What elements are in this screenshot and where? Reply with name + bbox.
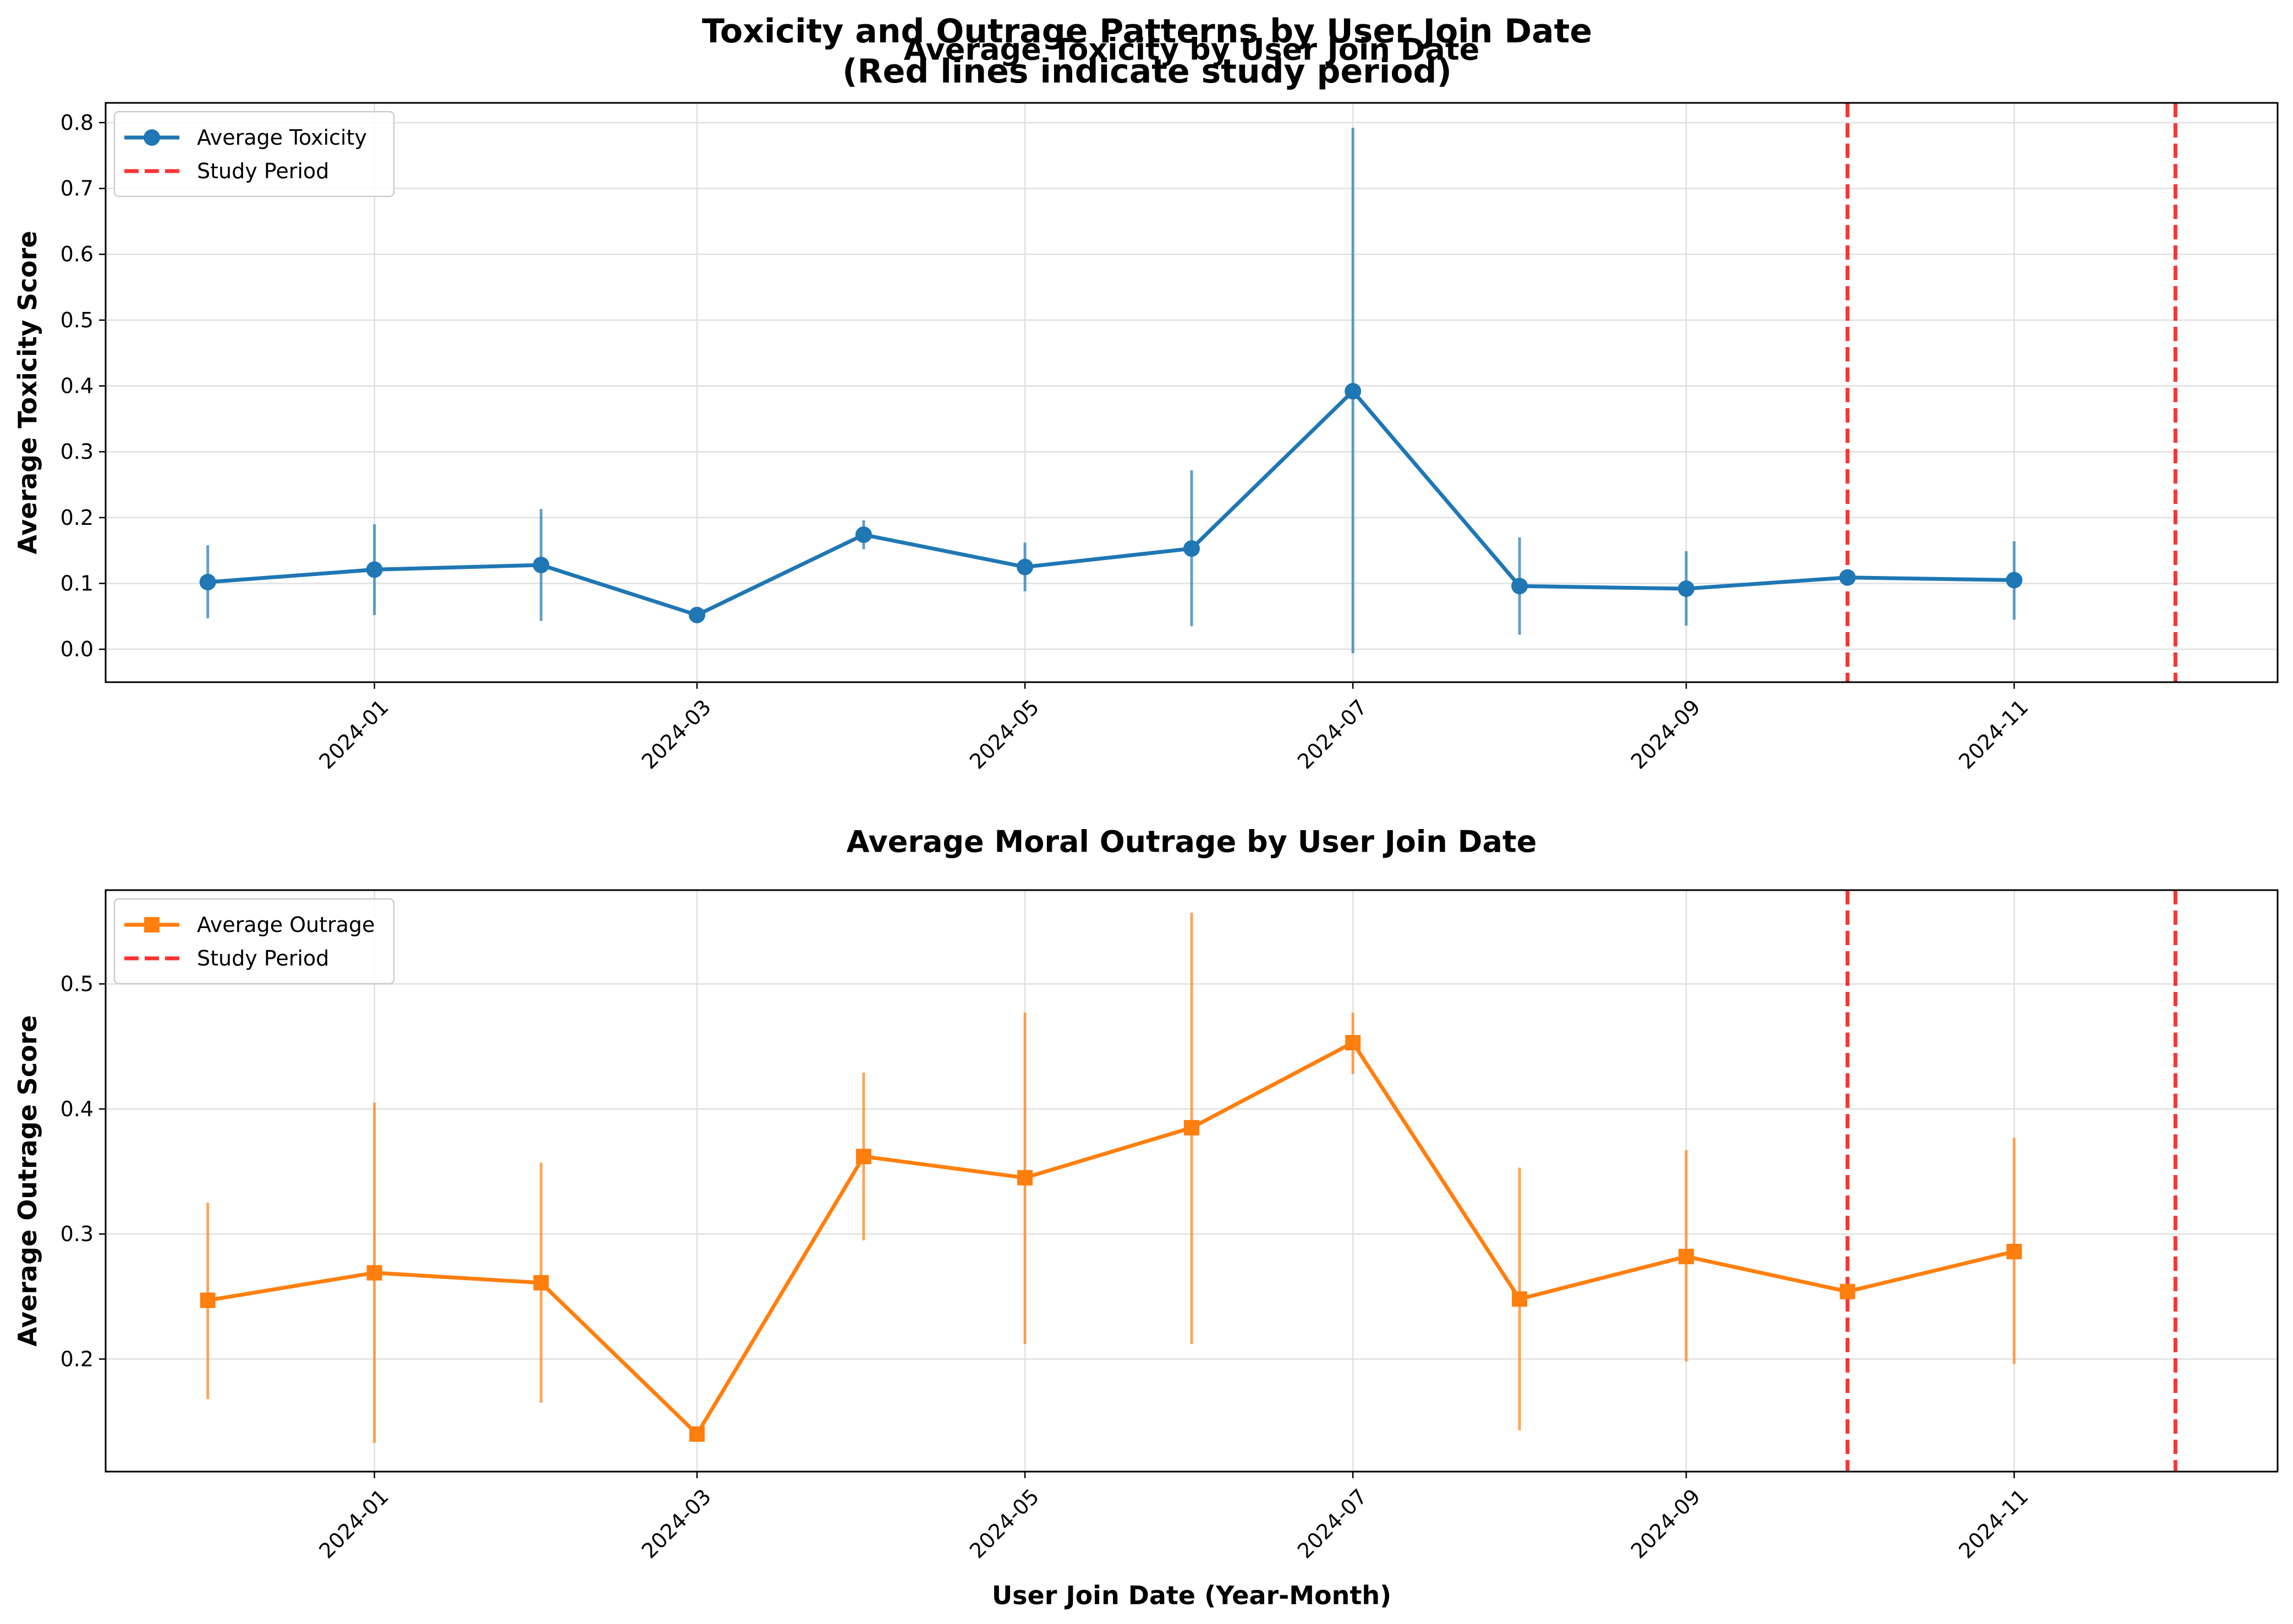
toxicity-legend: Average Toxicity Study Period xyxy=(113,111,395,197)
y-tick-label: 0.0 xyxy=(61,637,94,661)
data-point xyxy=(533,557,550,574)
y-tick-label: 0.1 xyxy=(61,572,94,596)
toxicity-legend-label: Average Toxicity xyxy=(197,125,367,150)
toxicity-markers xyxy=(199,383,2023,623)
toxicity-y-axis-label: Average Toxicity Score xyxy=(13,231,42,554)
data-point xyxy=(1345,383,1362,400)
data-point xyxy=(1184,1120,1199,1135)
y-tick-label: 0.2 xyxy=(61,506,94,530)
data-point xyxy=(200,1292,216,1308)
outrage-chart-title: Average Moral Outrage by User Join Date xyxy=(847,825,1537,859)
outrage-series-line xyxy=(207,1040,2015,1436)
toxicity-legend-box xyxy=(113,111,395,197)
outrage-legend-box xyxy=(113,898,395,985)
outrage-legend-marker-swatch xyxy=(144,917,160,932)
data-point xyxy=(688,606,705,623)
series-line xyxy=(207,1040,2015,1436)
data-point xyxy=(1678,580,1695,597)
figure-suptitle: Toxicity and Outrage Patterns by User Jo… xyxy=(702,12,1592,51)
data-point xyxy=(1511,578,1528,595)
data-point xyxy=(1678,1249,1694,1265)
y-tick-label: 0.7 xyxy=(61,177,94,201)
data-point xyxy=(2006,1243,2022,1259)
toxicity-series-line xyxy=(207,389,2015,617)
series-line xyxy=(207,389,2015,617)
data-point xyxy=(1840,1283,1856,1299)
y-tick-label: 0.3 xyxy=(61,1222,94,1246)
data-point xyxy=(533,1275,549,1291)
data-point xyxy=(1017,558,1034,575)
outrage-study-period-lines xyxy=(1845,890,2177,1472)
toxicity-grid xyxy=(106,103,2278,682)
y-tick-label: 0.6 xyxy=(61,242,94,266)
outrage-legend-label: Average Outrage xyxy=(197,913,375,937)
outrage-y-axis-label: Average Outrage Score xyxy=(13,1015,42,1347)
toxicity-study-period-lines xyxy=(1845,103,2177,682)
data-point xyxy=(1183,540,1200,557)
data-point xyxy=(1345,1035,1361,1051)
data-point xyxy=(689,1426,705,1442)
y-tick-label: 0.3 xyxy=(61,440,94,464)
x-axis-label: User Join Date (Year-Month) xyxy=(992,1581,1391,1610)
data-point xyxy=(366,561,383,578)
figure-suptitle-subtitle: (Red lines indicate study period) xyxy=(842,52,1452,91)
toxicity-legend-marker-swatch xyxy=(144,129,160,146)
y-tick-label: 0.8 xyxy=(61,111,94,135)
outrage-markers xyxy=(200,1035,2022,1442)
data-point xyxy=(1512,1291,1528,1307)
data-point xyxy=(855,1149,871,1165)
data-point xyxy=(2006,572,2023,589)
outrage-axes-frame xyxy=(105,889,2279,1473)
data-point xyxy=(1017,1170,1033,1186)
data-point xyxy=(855,526,872,543)
toxicity-chart-title: Average Toxicity by User Join Date xyxy=(904,32,1480,67)
y-tick-label: 0.2 xyxy=(61,1347,94,1371)
toxicity-axes-frame xyxy=(105,102,2279,683)
y-tick-label: 0.5 xyxy=(61,972,94,996)
data-point xyxy=(1839,569,1856,586)
y-tick-label: 0.4 xyxy=(61,374,94,398)
y-tick-label: 0.4 xyxy=(61,1097,94,1121)
outrage-legend: Average Outrage Study Period xyxy=(113,898,395,985)
y-tick-label: 0.5 xyxy=(61,308,94,332)
study-period-legend-label: Study Period xyxy=(197,946,329,970)
data-point xyxy=(199,574,216,591)
study-period-legend-label: Study Period xyxy=(197,159,329,183)
data-point xyxy=(366,1265,382,1281)
